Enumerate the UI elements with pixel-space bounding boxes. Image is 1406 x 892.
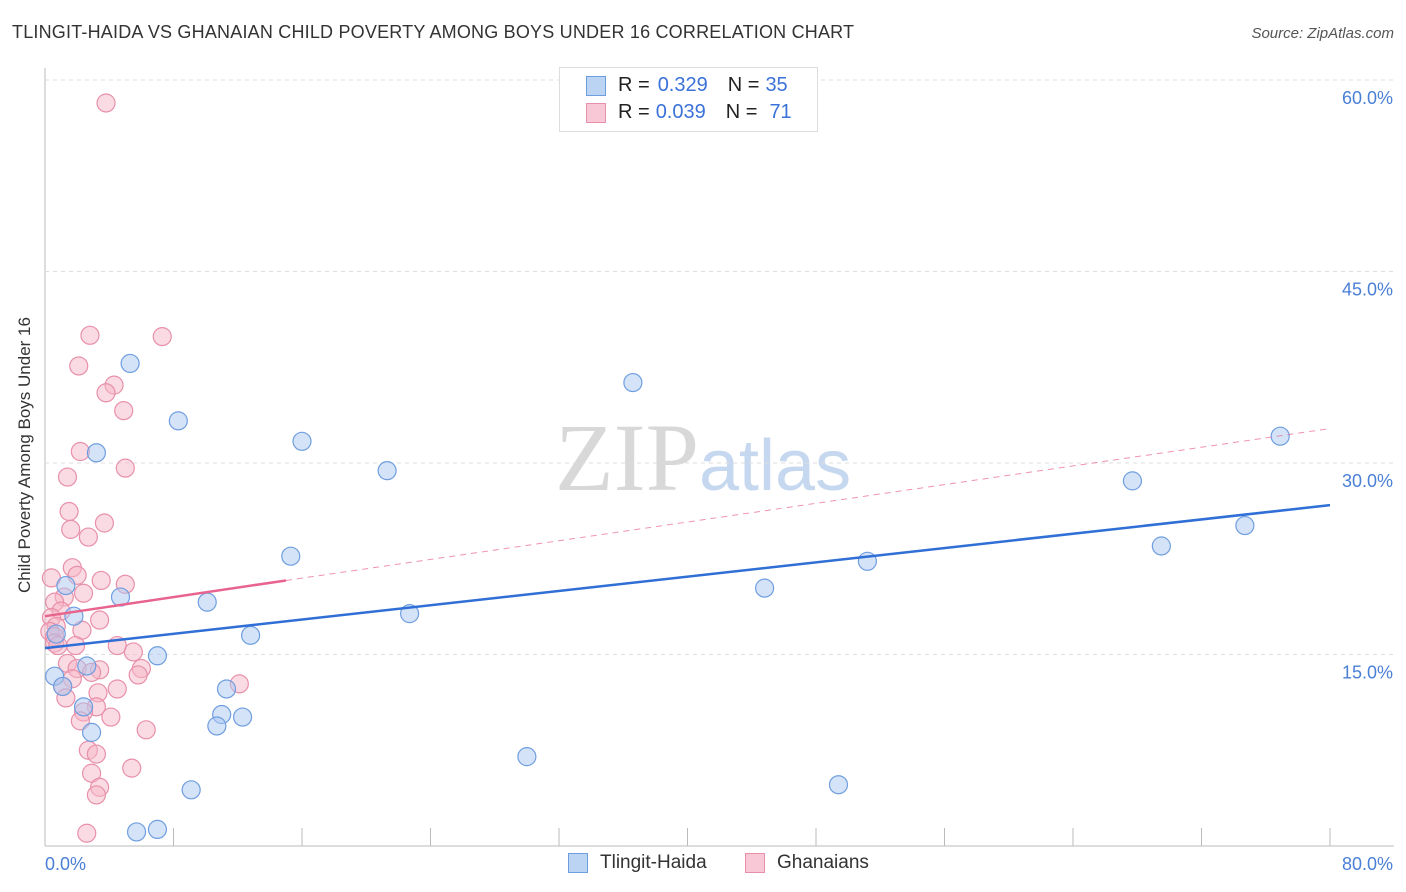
r-value: 0.039: [655, 101, 706, 123]
blue-swatch: [568, 853, 588, 873]
tlingit-haida-point: [46, 624, 66, 644]
ghanaians-point: [57, 467, 78, 487]
r-label: R =: [618, 74, 650, 96]
n-label: N =: [727, 74, 760, 96]
ghanaians-point: [70, 441, 90, 462]
tlingit-haida-point: [517, 747, 537, 767]
tlingit-haida-point: [197, 592, 217, 612]
tlingit-haida-point: [241, 625, 261, 645]
ghanaians-point: [136, 720, 156, 740]
tlingit-haida-point: [828, 775, 849, 795]
blue-swatch: [586, 75, 606, 96]
tlingit-haida-point: [623, 372, 643, 393]
ghanaians-point: [122, 758, 142, 778]
ghanaians-point: [115, 458, 135, 478]
pink-swatch: [745, 853, 765, 873]
tlingit-haida-point: [377, 461, 397, 481]
n-label: N =: [725, 101, 758, 123]
ghanaians-point: [78, 527, 98, 547]
chart-title: TLINGIT-HAIDA VS GHANAIAN CHILD POVERTY …: [12, 22, 855, 42]
source-label: Source: ZipAtlas.com: [1251, 25, 1394, 42]
tlingit-haida-point: [120, 353, 140, 374]
tlingit-haida-point: [754, 578, 775, 598]
ghanaians-point: [114, 401, 134, 421]
y-tick-label: 45.0%: [1342, 280, 1393, 300]
n-value: 35: [765, 74, 788, 96]
legend-label: Ghanaians: [777, 852, 869, 873]
ghanaians-point: [94, 513, 115, 533]
n-value: 71: [769, 101, 792, 123]
tlingit-haida-point: [232, 707, 253, 727]
ghanaians-point: [152, 327, 172, 347]
tlingit-haida-point: [53, 676, 73, 697]
ghanaians-point: [86, 744, 107, 764]
legend-row-ghanaians: R = 0.039 N = 71: [586, 101, 792, 124]
ghanaians-point: [107, 679, 127, 699]
r-label: R =: [618, 101, 650, 123]
ghanaians-point: [123, 642, 143, 662]
tlingit-haida-point: [181, 780, 201, 800]
y-tick-label: 15.0%: [1342, 663, 1393, 683]
tlingit-haida-point: [168, 411, 188, 431]
tlingit-haida-point: [1151, 536, 1171, 556]
ghanaians-point: [69, 356, 89, 376]
bottom-legend-tlingit: Tlingit-Haida: [568, 852, 707, 874]
bottom-legend-ghanaians: Ghanaians: [745, 852, 869, 874]
pink-swatch: [586, 102, 606, 123]
ghanaians-point: [61, 519, 81, 539]
ghanaians-point: [96, 383, 116, 403]
x-tick-label: 80.0%: [1342, 854, 1393, 874]
tlingit-haida-point: [292, 431, 312, 451]
y-axis-label: Child Poverty Among Boys Under 16: [15, 317, 34, 593]
tlingit-haida-point: [86, 443, 107, 463]
tlingit-haida-point: [81, 722, 102, 742]
y-tick-label: 30.0%: [1342, 471, 1393, 491]
ghanaians-point: [90, 610, 110, 630]
tlingit-haida-point: [216, 679, 237, 699]
legend-label: Tlingit-Haida: [600, 852, 707, 873]
ghanaians-point: [128, 665, 148, 685]
tlingit-haida-point: [147, 646, 168, 666]
tlingit-haida-point: [73, 697, 94, 717]
tlingit-haida-point: [56, 575, 76, 596]
y-tick-label: 60.0%: [1342, 88, 1393, 108]
legend-box: R = 0.329 N = 35 R = 0.039 N = 71: [559, 67, 818, 132]
legend-row-tlingit: R = 0.329 N = 35: [586, 74, 788, 97]
x-tick-label: 0.0%: [45, 854, 86, 874]
ghanaians-point: [96, 93, 116, 113]
ghanaians-point: [80, 325, 100, 345]
ghanaians-point: [91, 570, 111, 591]
ghanaians-point: [77, 823, 97, 843]
tlingit-haida-point: [1122, 471, 1143, 491]
tlingit-haida-point: [147, 819, 168, 840]
tlingit-haida-point: [1235, 515, 1255, 536]
r-value: 0.329: [657, 74, 708, 96]
tlingit-haida-point: [281, 546, 301, 566]
ghanaians-point: [59, 501, 79, 522]
ghanaians-point: [73, 583, 94, 603]
ghanaians-point: [86, 785, 107, 805]
ghanaians-point: [101, 707, 121, 727]
tlingit-haida-point: [207, 716, 227, 736]
tlingit-haida-point: [77, 656, 97, 676]
ghanaians-trendline: [44, 579, 287, 618]
tlingit-haida-trendline: [44, 503, 1331, 650]
tlingit-haida-point: [126, 822, 147, 842]
watermark: ZIPatlas: [555, 404, 851, 511]
